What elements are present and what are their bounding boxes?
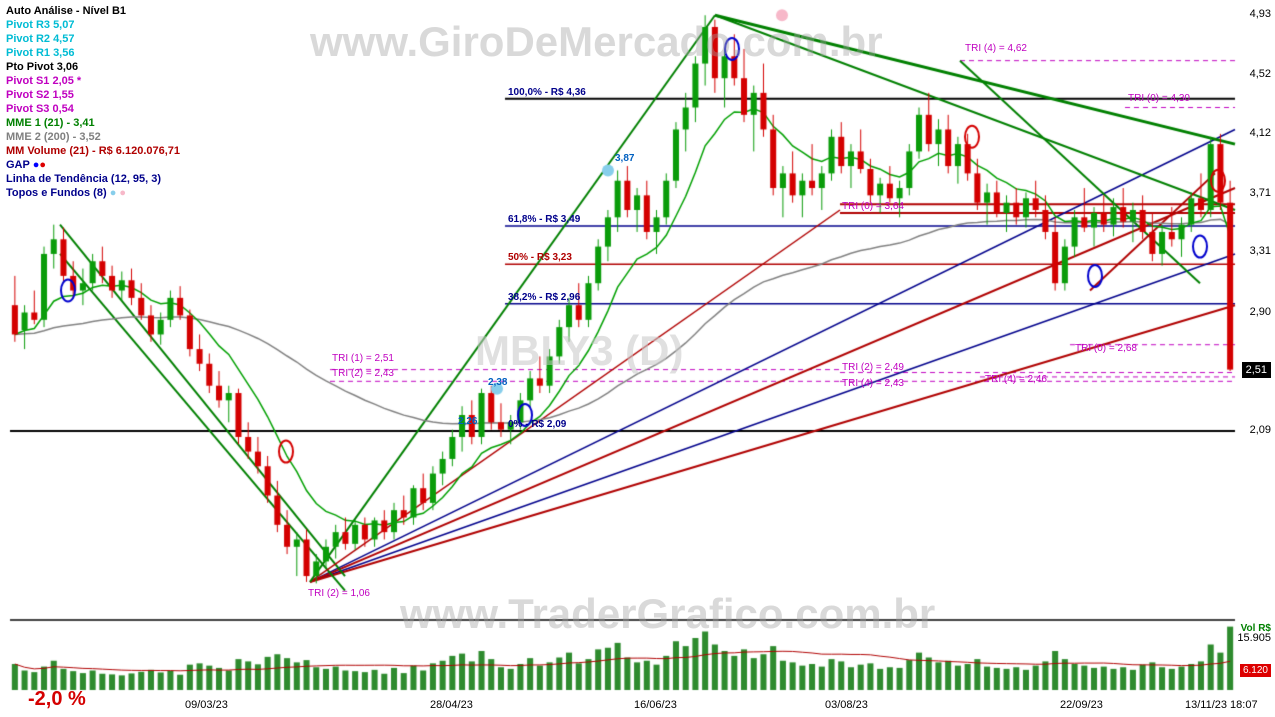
- triangle-label: TRI (1) = 2,51: [332, 353, 394, 364]
- x-tick: 09/03/23: [185, 699, 228, 711]
- watermark-ticker: MBLY3 (D): [475, 327, 683, 375]
- triangle-label: TRI (0) = 2,68: [1075, 343, 1137, 354]
- y-tick: 2,09: [1250, 424, 1271, 436]
- top-bottom-label: 3,87: [615, 153, 634, 164]
- percent-change: -2,0 %: [28, 688, 86, 711]
- y-tick: 4,93: [1250, 8, 1271, 20]
- x-tick: 22/09/23: [1060, 699, 1103, 711]
- top-bottom-label: 2,38: [488, 377, 507, 388]
- top-bottom-label: 2,26: [458, 416, 477, 427]
- y-tick: 3,71: [1250, 187, 1271, 199]
- triangle-label: TRI (4) = 4,62: [965, 43, 1027, 54]
- fib-label: 0% - R$ 2,09: [508, 419, 566, 430]
- triangle-label: TRI (2) = 2,49: [842, 362, 904, 373]
- triangle-label: TRI (4) = 2,46: [985, 374, 1047, 385]
- triangle-label: TRI (4) = 2,43: [842, 378, 904, 389]
- triangle-label: TRI (0) = 4,30: [1128, 93, 1190, 104]
- y-tick: 3,31: [1250, 245, 1271, 257]
- y-tick: 4,12: [1250, 127, 1271, 139]
- x-tick: 03/08/23: [825, 699, 868, 711]
- y-tick: 4,52: [1250, 68, 1271, 80]
- volume-tick: 15.905: [1237, 632, 1271, 644]
- volume-current-tag: 6.120: [1240, 664, 1271, 677]
- triangle-label: TRI (2) = 2,43: [332, 368, 394, 379]
- chart-legend: Auto Análise - Nível B1Pivot R3 5,07Pivo…: [6, 4, 180, 200]
- triangle-label: TRI (2) = 1,06: [308, 588, 370, 599]
- watermark-bottom: www.TraderGrafico.com.br: [400, 590, 935, 638]
- current-price-tag: 2,51: [1242, 362, 1271, 378]
- x-tick: 16/06/23: [634, 699, 677, 711]
- watermark-top: www.GiroDeMercado.com.br: [310, 18, 883, 66]
- fib-label: 38,2% - R$ 2,96: [508, 292, 580, 303]
- triangle-label: TRI (0) = 3,64: [842, 201, 904, 212]
- y-tick: 2,90: [1250, 306, 1271, 318]
- fib-label: 50% - R$ 3,23: [508, 252, 572, 263]
- x-tick: 13/11/23 18:07: [1185, 699, 1258, 711]
- fib-label: 100,0% - R$ 4,36: [508, 87, 586, 98]
- fib-label: 61,8% - R$ 3,49: [508, 214, 580, 225]
- x-tick: 28/04/23: [430, 699, 473, 711]
